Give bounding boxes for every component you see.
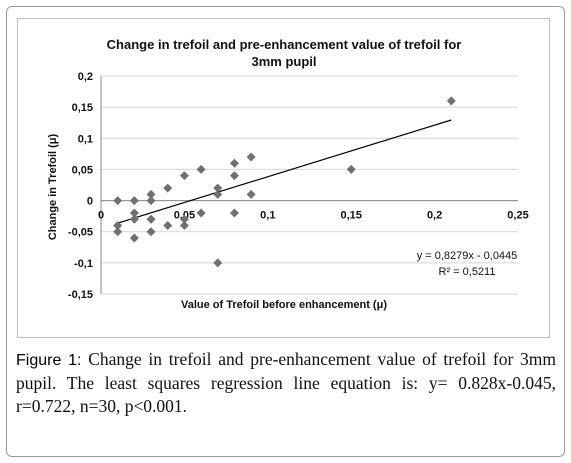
y-tick-label: -0,1: [74, 258, 93, 270]
data-point: [129, 214, 139, 224]
equation-label: y = 0,8279x - 0,0445: [417, 250, 518, 262]
data-point: [129, 208, 139, 218]
data-point: [229, 171, 239, 181]
data-point: [229, 158, 239, 168]
x-tick-label: 0,2: [427, 210, 442, 222]
data-point: [196, 164, 206, 174]
data-point: [246, 189, 256, 199]
data-point: [146, 189, 156, 199]
chart-container: Change in trefoil and pre-enhancement va…: [17, 18, 550, 338]
data-point: [446, 96, 456, 106]
data-point: [146, 196, 156, 206]
data-point: [213, 189, 223, 199]
scatter-chart: Change in trefoil and pre-enhancement va…: [47, 37, 529, 311]
data-point: [346, 164, 356, 174]
x-axis-label: Value of Trefoil before enhancement (μ): [181, 299, 387, 311]
caption-label: Figure 1:: [16, 352, 82, 369]
figure-caption: Figure 1: Change in trefoil and pre-enha…: [16, 348, 556, 418]
data-points: [113, 96, 456, 268]
y-tick-label: 0,1: [78, 133, 93, 145]
data-point: [213, 183, 223, 193]
data-point: [163, 183, 173, 193]
data-point: [179, 214, 189, 224]
data-point: [113, 227, 123, 237]
y-axis-label: Change in Trefoil (μ): [47, 133, 59, 240]
data-point: [179, 171, 189, 181]
data-point: [246, 152, 256, 162]
data-point: [146, 214, 156, 224]
data-point: [229, 208, 239, 218]
chart-title-line-2: 3mm pupil: [251, 54, 316, 69]
y-tick-label: 0,05: [72, 164, 93, 176]
data-point: [213, 258, 223, 268]
y-tick-label: -0,05: [68, 227, 93, 239]
x-tick-label: 0,1: [260, 210, 275, 222]
caption-text: Change in trefoil and pre-enhancement va…: [16, 349, 556, 416]
data-point: [163, 220, 173, 230]
trendline-group: [117, 119, 452, 224]
r-squared-label: R² = 0,5211: [439, 266, 496, 278]
x-tick-labels: 00,050,10,150,20,25: [98, 210, 529, 222]
data-point: [146, 227, 156, 237]
y-tick-label: -0,15: [68, 289, 93, 301]
trendline: [117, 119, 452, 224]
data-point: [129, 233, 139, 243]
data-point: [179, 220, 189, 230]
data-point: [113, 220, 123, 230]
data-point: [129, 196, 139, 206]
axes: [100, 76, 518, 294]
x-tick-label: 0,25: [507, 210, 528, 222]
y-tick-label: 0: [87, 196, 93, 208]
x-tick-label: 0,15: [340, 210, 361, 222]
chart-title-line-1: Change in trefoil and pre-enhancement va…: [107, 37, 462, 52]
y-tick-labels: 0,2 0,15 0,1 0,05 0 -0,05 -0,1 -0,15: [68, 71, 93, 301]
data-point: [196, 208, 206, 218]
y-tick-label: 0,2: [78, 71, 93, 83]
y-tick-label: 0,15: [72, 102, 93, 114]
x-tick-label: 0: [98, 210, 104, 222]
data-point: [113, 196, 123, 206]
